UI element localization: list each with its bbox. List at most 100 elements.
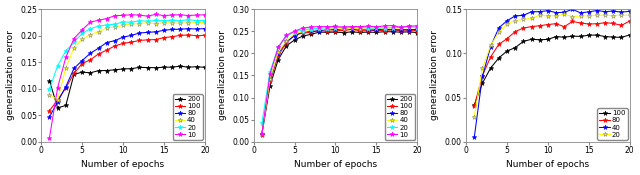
Y-axis label: generalization error: generalization error: [430, 30, 440, 120]
20: [527, 17, 535, 19]
100: [193, 35, 200, 37]
80: [266, 78, 274, 80]
100: [593, 34, 601, 36]
80: [184, 28, 192, 30]
40: [103, 27, 111, 29]
80: [356, 28, 364, 30]
200: [144, 66, 152, 69]
10: [111, 15, 118, 17]
200: [184, 66, 192, 68]
100: [323, 30, 331, 32]
40: [54, 99, 61, 101]
80: [103, 41, 111, 44]
40: [193, 22, 200, 24]
10: [299, 27, 307, 29]
80: [144, 31, 152, 33]
100: [95, 53, 102, 55]
100: [527, 38, 535, 40]
40: [168, 22, 176, 24]
100: [184, 34, 192, 36]
80: [136, 32, 143, 34]
Legend: 100, 80, 40, 20: 100, 80, 40, 20: [597, 108, 628, 140]
20: [593, 14, 601, 16]
20: [348, 26, 356, 29]
10: [340, 26, 348, 28]
80: [364, 29, 372, 31]
20: [511, 20, 519, 22]
40: [561, 11, 568, 13]
100: [177, 34, 184, 36]
100: [503, 50, 511, 52]
40: [585, 11, 593, 13]
80: [201, 28, 209, 30]
100: [470, 104, 478, 106]
100: [609, 36, 617, 38]
80: [78, 60, 86, 62]
40: [291, 32, 298, 34]
80: [536, 25, 543, 27]
80: [258, 133, 266, 135]
100: [266, 80, 274, 82]
80: [177, 28, 184, 30]
20: [95, 25, 102, 27]
100: [356, 30, 364, 32]
200: [127, 68, 135, 70]
20: [389, 27, 397, 29]
200: [86, 72, 94, 74]
Line: 200: 200: [259, 29, 420, 136]
40: [160, 22, 168, 24]
20: [372, 27, 380, 29]
200: [168, 66, 176, 68]
20: [184, 19, 192, 21]
40: [184, 22, 192, 24]
100: [62, 87, 70, 89]
80: [168, 28, 176, 30]
20: [136, 20, 143, 22]
80: [495, 43, 502, 45]
X-axis label: Number of epochs: Number of epochs: [81, 160, 164, 169]
80: [405, 29, 413, 31]
20: [520, 18, 527, 20]
100: [332, 30, 339, 32]
80: [527, 26, 535, 28]
20: [291, 30, 298, 33]
10: [413, 25, 421, 27]
40: [593, 9, 601, 12]
200: [381, 31, 388, 33]
200: [152, 67, 159, 69]
200: [45, 80, 53, 82]
Line: 40: 40: [47, 20, 207, 102]
80: [62, 86, 70, 88]
20: [193, 20, 200, 22]
40: [495, 27, 502, 29]
10: [168, 14, 176, 16]
40: [152, 23, 159, 25]
40: [609, 10, 617, 12]
40: [372, 27, 380, 29]
100: [168, 36, 176, 38]
80: [618, 24, 625, 26]
40: [397, 27, 404, 29]
100: [364, 30, 372, 32]
40: [177, 22, 184, 24]
20: [397, 26, 404, 29]
20: [364, 27, 372, 29]
20: [332, 27, 339, 29]
20: [626, 14, 634, 16]
80: [152, 31, 159, 33]
200: [372, 31, 380, 33]
80: [291, 35, 298, 37]
Line: 80: 80: [47, 26, 207, 120]
20: [577, 15, 584, 17]
80: [340, 28, 348, 30]
20: [356, 26, 364, 28]
100: [119, 42, 127, 44]
20: [201, 19, 209, 22]
100: [111, 45, 118, 47]
200: [266, 85, 274, 87]
200: [323, 31, 331, 33]
10: [127, 14, 135, 16]
40: [332, 27, 339, 29]
100: [577, 35, 584, 37]
20: [275, 46, 282, 48]
